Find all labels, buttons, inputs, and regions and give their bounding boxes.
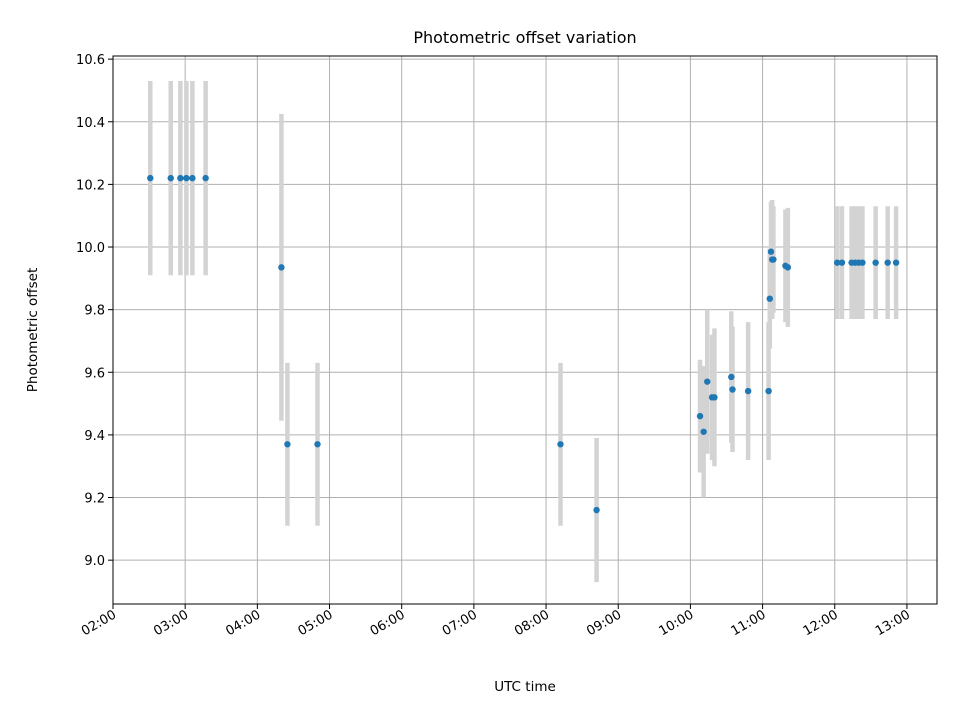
x-tick-label: 08:00	[512, 607, 552, 639]
data-point	[744, 387, 752, 395]
data-point	[859, 259, 866, 266]
chart-title: Photometric offset variation	[413, 28, 636, 47]
y-tick-label: 9.0	[84, 554, 105, 569]
x-tick-label: 02:00	[79, 607, 119, 639]
x-tick-label: 07:00	[440, 607, 480, 639]
data-point	[711, 394, 718, 401]
data-point	[872, 259, 879, 266]
y-tick-label: 10.6	[76, 53, 105, 68]
data-point	[177, 174, 184, 182]
x-tick-label: 13:00	[873, 607, 913, 639]
x-tick-label: 09:00	[584, 607, 624, 639]
x-tick-label: 10:00	[656, 607, 696, 639]
x-tick-label: 12:00	[801, 607, 841, 639]
data-point	[314, 441, 321, 448]
data-points	[147, 174, 900, 514]
x-tick-label: 03:00	[151, 607, 191, 639]
x-tick-label: 05:00	[296, 607, 336, 639]
data-point	[784, 264, 792, 271]
data-point	[189, 174, 196, 182]
y-axis-label: Photometric offset	[25, 268, 41, 392]
data-point	[202, 174, 209, 182]
data-point	[147, 174, 154, 182]
data-point	[838, 259, 846, 266]
y-tick-label: 9.2	[84, 492, 105, 507]
data-point	[766, 295, 773, 302]
data-point	[284, 441, 291, 448]
x-axis-label: UTC time	[494, 679, 556, 695]
data-point	[728, 373, 735, 381]
data-point	[557, 441, 564, 448]
data-point	[700, 428, 707, 435]
plot-frame	[112, 55, 938, 605]
data-point	[704, 378, 711, 385]
data-point	[892, 259, 900, 266]
data-point	[729, 386, 736, 393]
y-tick-label: 9.8	[84, 304, 105, 319]
y-tick-label: 10.2	[76, 178, 105, 193]
data-point	[833, 259, 841, 266]
grid-lines	[112, 56, 937, 604]
data-point	[767, 248, 775, 255]
data-point	[696, 412, 704, 420]
y-tick-label: 10.0	[76, 241, 105, 256]
data-point	[765, 387, 772, 395]
y-tick-label: 9.4	[84, 429, 105, 444]
x-tick-label: 04:00	[223, 607, 263, 639]
x-axis-ticks: 02:00 03:00 04:00 05:00 06:00 07:00 08:00 09:00…	[79, 604, 913, 639]
data-point	[278, 264, 285, 271]
data-point	[183, 174, 190, 182]
data-point	[884, 259, 891, 266]
data-point	[770, 256, 777, 263]
y-tick-label: 9.6	[84, 366, 105, 381]
data-point	[167, 174, 174, 182]
x-tick-label: 06:00	[368, 607, 408, 639]
error-bars	[148, 81, 899, 583]
y-tick-label: 10.4	[76, 116, 105, 131]
data-point	[593, 506, 600, 514]
x-tick-label: 11:00	[729, 607, 769, 639]
y-axis-ticks: 9.0 9.2 9.4 9.6 9.8 10.0 10.2 10.4 10.6	[76, 53, 113, 569]
